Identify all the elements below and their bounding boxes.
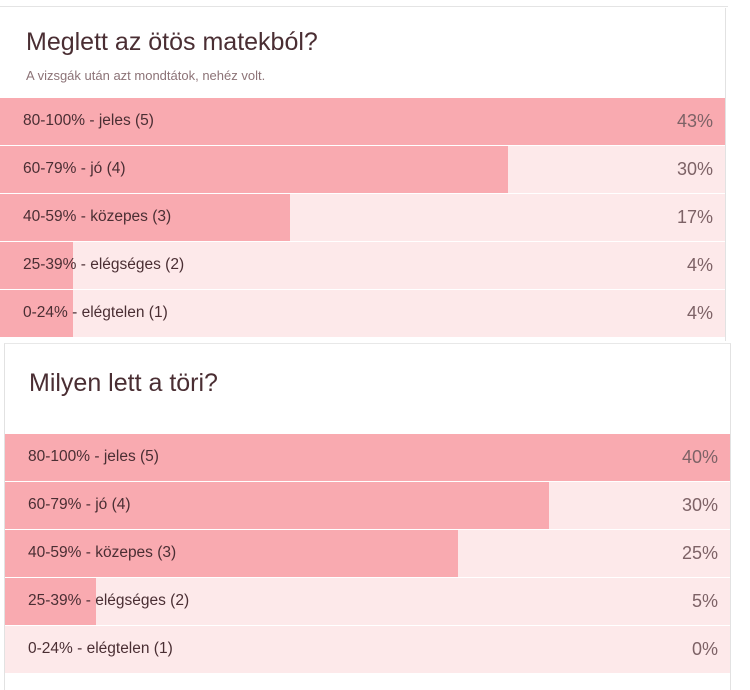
poll-option-grade-4[interactable]: 60-79% - jó (4) 30% bbox=[0, 146, 725, 194]
poll-card-history: Milyen lett a töri? 80-100% - jeles (5) … bbox=[4, 343, 731, 690]
poll-card-math: Meglett az ötös matekból? A vizsgák után… bbox=[0, 8, 726, 341]
option-percent: 25% bbox=[681, 543, 718, 563]
poll-option-grade-1[interactable]: 0-24% - elégtelen (1) 4% bbox=[0, 290, 725, 338]
poll-option-grade-3[interactable]: 40-59% - közepes (3) 17% bbox=[0, 194, 725, 242]
option-label: 40-59% - közepes (3) bbox=[28, 544, 177, 561]
option-label: 80-100% - jeles (5) bbox=[28, 448, 159, 465]
option-label: 60-79% - jó (4) bbox=[28, 496, 131, 513]
poll-options: 80-100% - jeles (5) 43% 60-79% - jó (4) … bbox=[0, 98, 725, 338]
option-label: 80-100% - jeles (5) bbox=[23, 112, 154, 129]
option-percent: 0% bbox=[691, 639, 718, 659]
option-percent: 4% bbox=[686, 255, 713, 275]
poll-option-grade-2[interactable]: 25-39% - elégséges (2) 5% bbox=[5, 578, 730, 626]
result-bar-fill bbox=[5, 482, 549, 529]
poll-title: Milyen lett a töri? bbox=[29, 369, 218, 397]
option-label: 60-79% - jó (4) bbox=[23, 160, 126, 177]
poll-option-grade-1[interactable]: 0-24% - elégtelen (1) 0% bbox=[5, 626, 730, 674]
option-label: 40-59% - közepes (3) bbox=[23, 208, 172, 225]
result-bar-fill bbox=[0, 242, 73, 289]
poll-option-grade-5[interactable]: 80-100% - jeles (5) 43% bbox=[0, 98, 725, 146]
result-bar-fill bbox=[0, 146, 508, 193]
option-percent: 40% bbox=[681, 447, 718, 467]
result-bar-fill bbox=[5, 434, 730, 481]
result-bar-fill bbox=[0, 194, 290, 241]
result-bar-fill bbox=[0, 98, 725, 145]
top-divider bbox=[0, 0, 728, 7]
option-label: 25-39% - elégséges (2) bbox=[23, 256, 185, 273]
option-percent: 43% bbox=[676, 111, 713, 131]
result-bar-fill bbox=[5, 578, 96, 625]
option-label: 0-24% - elégtelen (1) bbox=[23, 304, 168, 321]
poll-title: Meglett az ötös matekból? bbox=[26, 28, 318, 56]
option-label: 0-24% - elégtelen (1) bbox=[28, 640, 173, 657]
poll-option-grade-4[interactable]: 60-79% - jó (4) 30% bbox=[5, 482, 730, 530]
option-percent: 4% bbox=[686, 303, 713, 323]
option-percent: 30% bbox=[681, 495, 718, 515]
option-label: 25-39% - elégséges (2) bbox=[28, 592, 190, 609]
poll-option-grade-5[interactable]: 80-100% - jeles (5) 40% bbox=[5, 434, 730, 482]
result-bar-fill bbox=[5, 530, 459, 577]
option-percent: 17% bbox=[676, 207, 713, 227]
poll-subtitle: A vizsgák után azt mondtátok, nehéz volt… bbox=[26, 68, 266, 83]
poll-option-grade-2[interactable]: 25-39% - elégséges (2) 4% bbox=[0, 242, 725, 290]
poll-option-grade-3[interactable]: 40-59% - közepes (3) 25% bbox=[5, 530, 730, 578]
result-bar-fill bbox=[0, 290, 73, 337]
poll-options: 80-100% - jeles (5) 40% 60-79% - jó (4) … bbox=[5, 434, 730, 674]
option-percent: 30% bbox=[676, 159, 713, 179]
option-percent: 5% bbox=[691, 591, 718, 611]
